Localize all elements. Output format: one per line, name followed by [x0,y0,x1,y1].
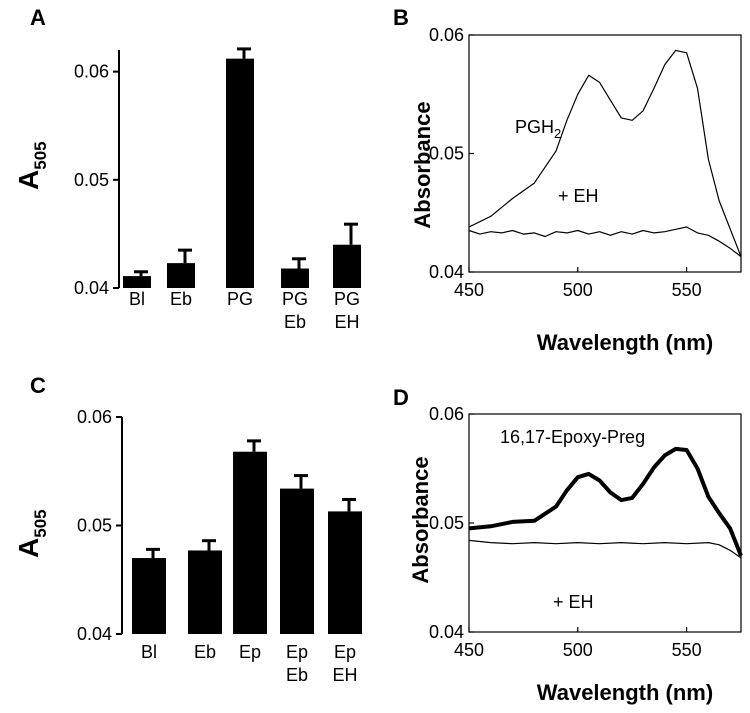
panel-c-category-label: Ep [239,642,261,662]
panel-c-label: C [30,373,46,398]
panel-d-label: D [393,385,409,410]
panel-b-eh-label: + EH [558,186,599,206]
panel-d-xtick-label: 500 [563,640,593,660]
panel-c-category-label: EH [332,665,357,685]
panel-b-plot-frame [468,34,742,273]
panel-d-series-0-line [468,446,743,557]
panel-a-bar [226,58,254,289]
panel-b-ylabel: Absorbance [410,101,435,228]
panel-a-category-label: PG [282,289,308,309]
panel-c-category-label: Eb [194,642,216,662]
panel-a-category-label: Eb [170,289,192,309]
panel-a-ylabel-main: A [13,170,44,190]
pgh2-label-main: PGH [515,117,554,137]
panel-c-bar [132,558,166,634]
panel-d-series-1-line [468,539,742,559]
panel-a-category-label: Eb [284,312,306,332]
panel-c-ylabel-main: A [13,538,44,558]
panel-d-xlabel: Wavelength (nm) [537,680,713,705]
panel-d-plot: 0.04 0.05 0.06 450 500 550 [429,404,743,660]
panel-a-category-label: Bl [129,289,145,309]
panel-c: C A505 0.04 0.05 0.06 Bl Eb Ep Ep Eb Ep EH [13,373,362,685]
panel-c-category-label: Ep [286,642,308,662]
panel-a-category-label: PG [334,289,360,309]
panel-b-xlabel: Wavelength (nm) [537,330,713,355]
panel-c-ytick-label: 0.04 [77,624,112,644]
panel-a-bar [123,276,151,288]
panel-a-ytick-label: 0.04 [74,278,109,298]
panel-b-xtick-label: 450 [454,280,484,300]
panel-d-ylabel: Absorbance [408,456,433,583]
panel-d-xtick-label: 550 [672,640,702,660]
panel-b-label: B [393,5,409,30]
panel-a-ylabel: A505 [13,141,50,190]
pgh2-label-sub: 2 [554,126,561,141]
panel-a-category-label: EH [334,312,359,332]
panel-b-plot: 0.04 0.05 0.06 450 500 550 [429,25,742,300]
panel-a-bar [333,244,361,288]
panel-d: D Absorbance Wavelength (nm) 16,17-Epoxy… [393,385,743,705]
panel-c-bar [280,488,314,634]
panel-d-xtick-label: 450 [454,640,484,660]
panel-b-xtick-label: 500 [563,280,593,300]
epoxy-preg-label: 16,17-Epoxy-Preg [500,427,645,447]
panel-c-ytick-label: 0.05 [77,516,112,536]
panel-d-eh-label: + EH [553,592,594,612]
panel-d-ytick-label: 0.05 [429,513,464,533]
panel-b: B Absorbance Wavelength (nm) PGH2 + EH 0… [393,5,742,355]
panel-a-category-label: PG [227,289,253,309]
pgh2-label: PGH2 [515,117,561,141]
panel-d-ytick-label: 0.06 [429,404,464,424]
panel-a-plot: 0.04 0.05 0.06 Bl Eb PG PG Eb PG EH [74,47,361,332]
panel-a-ylabel-sub: 505 [31,141,50,169]
panel-b-ytick-label: 0.06 [429,25,464,45]
panel-b-series-1-line [468,226,742,258]
panel-c-plot: 0.04 0.05 0.06 Bl Eb Ep Ep Eb Ep EH [77,407,362,685]
panel-b-xtick-label: 550 [672,280,702,300]
panel-c-category-label: Bl [141,642,157,662]
panel-c-ytick-label: 0.06 [77,407,112,427]
panel-d-ytick-label: 0.04 [429,622,464,642]
panel-b-ytick-label: 0.04 [429,262,464,282]
panel-c-ylabel: A505 [13,509,50,558]
panel-a-ytick-label: 0.05 [74,170,109,190]
panel-c-bar [233,451,267,634]
panel-c-category-label: Eb [286,665,308,685]
panel-a-ytick-label: 0.06 [74,62,109,82]
panel-b-ytick-label: 0.05 [429,144,464,164]
panel-a-bar [167,263,195,288]
panel-c-category-label: Ep [334,642,356,662]
panel-a-bar [281,268,309,288]
panel-b-series-0-line [468,49,742,257]
panel-c-bar [188,550,222,634]
panel-a-label: A [30,5,46,30]
panel-c-ylabel-sub: 505 [31,509,50,537]
panel-c-bar [328,511,362,634]
